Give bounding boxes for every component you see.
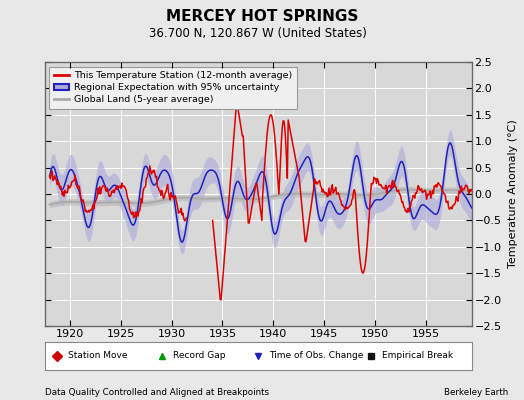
Text: MERCEY HOT SPRINGS: MERCEY HOT SPRINGS [166,9,358,24]
Text: Data Quality Controlled and Aligned at Breakpoints: Data Quality Controlled and Aligned at B… [45,388,269,397]
Text: Time of Obs. Change: Time of Obs. Change [269,352,363,360]
Text: Berkeley Earth: Berkeley Earth [444,388,508,397]
Text: Record Gap: Record Gap [173,352,225,360]
Text: Empirical Break: Empirical Break [382,352,453,360]
Y-axis label: Temperature Anomaly (°C): Temperature Anomaly (°C) [508,120,518,268]
Title: 36.700 N, 120.867 W (United States): 36.700 N, 120.867 W (United States) [149,27,367,40]
Legend: This Temperature Station (12-month average), Regional Expectation with 95% uncer: This Temperature Station (12-month avera… [49,67,297,109]
Text: Station Move: Station Move [68,352,127,360]
